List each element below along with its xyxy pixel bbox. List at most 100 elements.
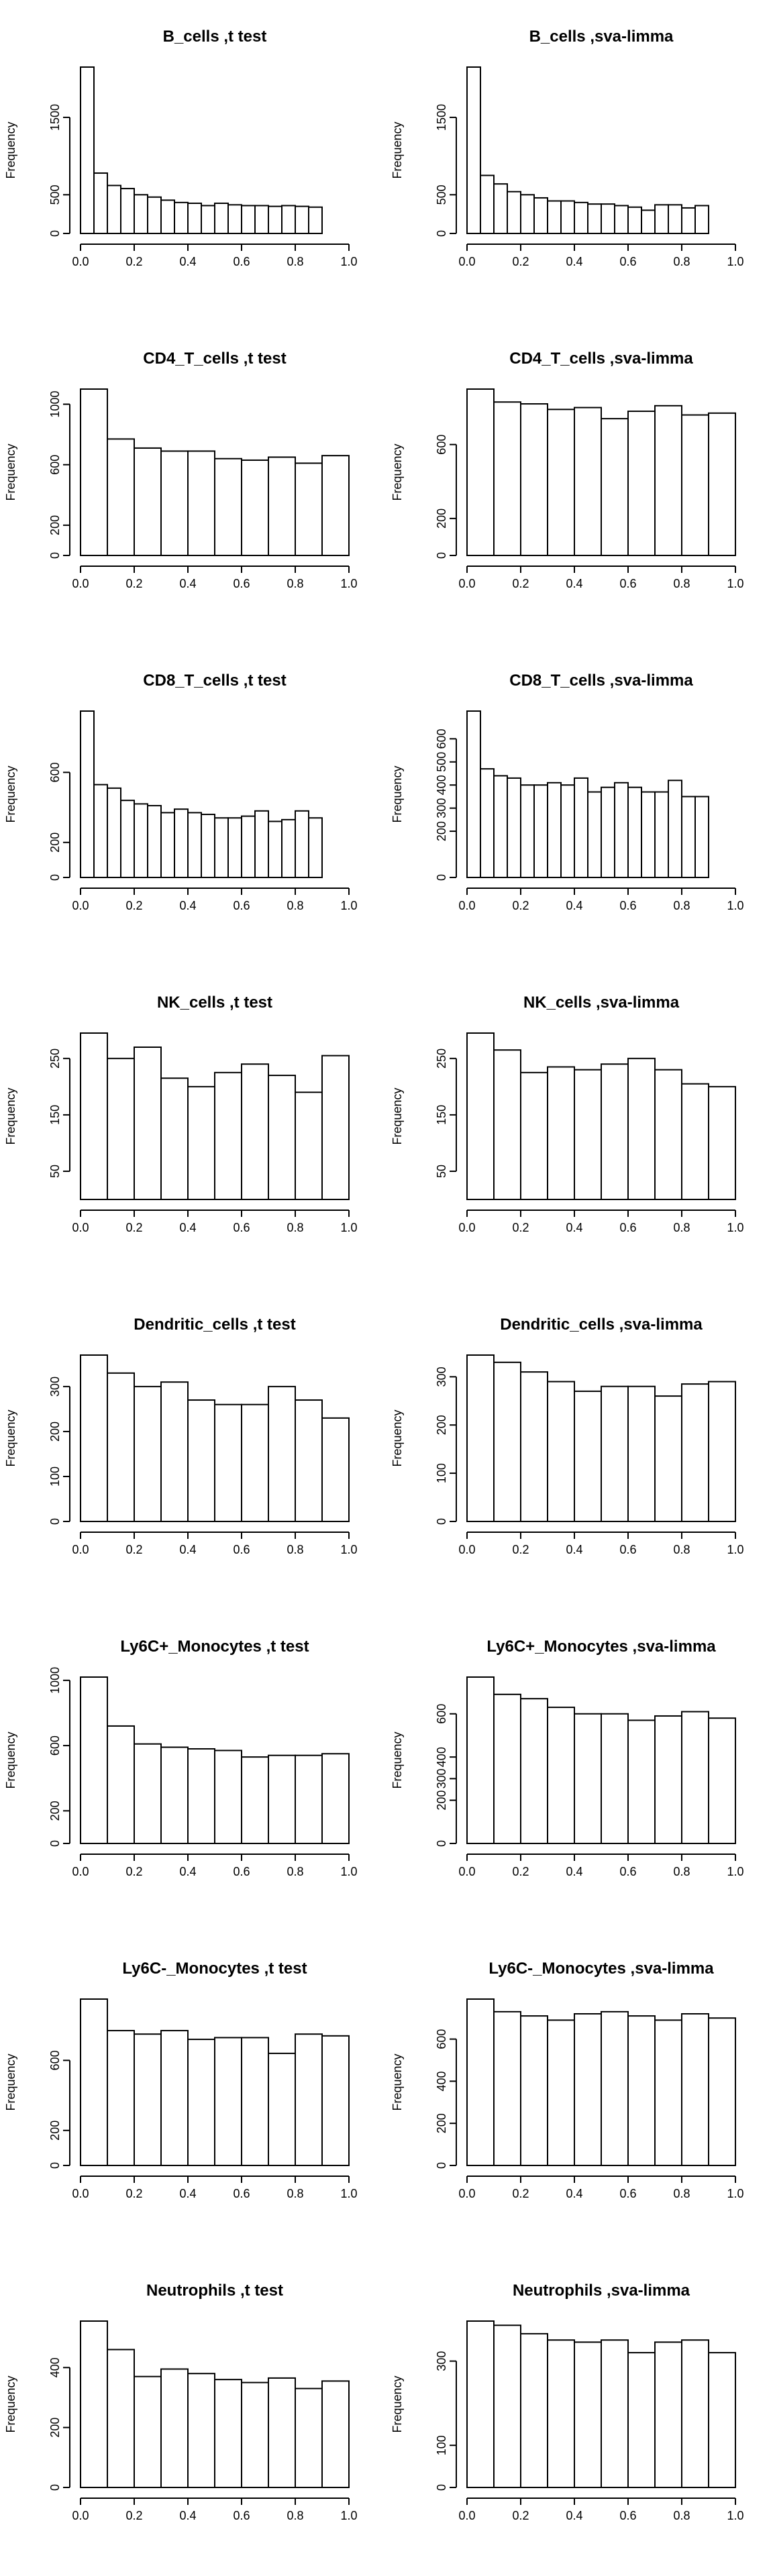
y-axis-label: Frequency (391, 443, 404, 500)
histogram-bar (520, 2015, 548, 2166)
x-tick-label: 0.6 (619, 1543, 636, 1556)
histogram-chart: Ly6C+_Monocytes ,sva-limma 0.0 0.2 0.4 0.6 0.… (386, 1610, 773, 1932)
y-tick-label: 1500 (435, 104, 448, 131)
y-tick-label: 100 (48, 1466, 62, 1487)
x-tick-label: 0.0 (72, 2187, 89, 2200)
x-tick-label: 1.0 (727, 1543, 743, 1556)
histogram-bar (281, 818, 296, 878)
histogram-bar (214, 2379, 242, 2488)
histogram-svg: CD8_T_cells ,t test 0.0 0.2 0.4 0.6 0.8 1.0 0 20… (4, 672, 358, 912)
y-tick-label: 0 (435, 1518, 448, 1525)
histogram-bar (574, 2012, 602, 2166)
y-tick-label: 500 (435, 184, 448, 205)
x-tick-label: 0.8 (673, 2509, 690, 2522)
histogram-chart: NK_cells ,t test 0.0 0.2 0.4 0.6 0.8 1.0 50 150 2… (0, 966, 386, 1288)
y-axis-label: Frequency (391, 121, 404, 178)
histogram-bar (547, 409, 575, 556)
histogram-bar (587, 203, 602, 235)
histogram-bar (93, 784, 108, 878)
y-tick-label: 600 (48, 762, 62, 782)
histogram-bar (614, 205, 629, 235)
histogram-bar (107, 438, 135, 556)
histogram-bar (560, 200, 575, 235)
histogram-bar (466, 1676, 495, 1844)
histogram-chart: B_cells ,sva-limma 0.0 0.2 0.4 0.6 0.8 1.0 0 500… (386, 0, 773, 322)
histogram-bar (227, 204, 242, 234)
histogram-bar (641, 791, 656, 878)
histogram-svg: NK_cells ,sva-limma 0.0 0.2 0.4 0.6 0.8 1.0 50 1… (391, 994, 744, 1234)
chart-title: Ly6C+_Monocytes ,sva-limma (486, 1638, 716, 1656)
histogram-bar (601, 1385, 629, 1522)
y-tick-label: 600 (435, 435, 448, 455)
y-tick-label: 600 (48, 2050, 62, 2070)
x-tick-label: 0.8 (673, 2187, 690, 2200)
histogram-bar (295, 2387, 323, 2488)
histogram-bar (107, 1372, 135, 1523)
histogram-bar (134, 1385, 162, 1522)
y-tick-label: 600 (435, 2029, 448, 2049)
histogram-bar (160, 2368, 189, 2488)
x-tick-label: 0.2 (512, 1221, 529, 1234)
y-tick-label: 500 (435, 752, 448, 772)
y-axis-label: Frequency (391, 2053, 404, 2110)
histogram-svg: CD8_T_cells ,sva-limma 0.0 0.2 0.4 0.6 0.8 1.0… (391, 672, 744, 912)
x-tick-label: 0.4 (179, 255, 196, 268)
chart-title: Dendritic_cells ,sva-limma (500, 1316, 703, 1334)
x-tick-label: 0.4 (566, 1543, 582, 1556)
x-tick-label: 0.2 (512, 255, 529, 268)
histogram-bar (268, 2052, 296, 2166)
y-tick-label: 400 (435, 1747, 448, 1767)
y-axis-label: Frequency (4, 121, 17, 178)
chart-title: CD8_T_cells ,t test (143, 672, 286, 690)
histogram-bar (187, 450, 215, 556)
y-axis-label: Frequency (4, 1087, 17, 1144)
y-axis-label: Frequency (391, 2375, 404, 2432)
histogram-bar (187, 1748, 215, 1844)
histogram-bar (601, 2339, 629, 2488)
y-tick-label: 50 (48, 1165, 62, 1178)
histogram-bar (107, 2029, 135, 2166)
x-tick-label: 1.0 (340, 1543, 357, 1556)
histogram-bar (601, 1063, 629, 1200)
histogram-bar (681, 2012, 709, 2166)
y-tick-label: 200 (48, 1421, 62, 1442)
histogram-bar (520, 1071, 548, 1200)
x-tick-label: 0.8 (673, 1543, 690, 1556)
y-tick-label: 0 (48, 2162, 62, 2169)
chart-title: Ly6C+_Monocytes ,t test (120, 1638, 309, 1656)
y-tick-label: 200 (435, 1790, 448, 1811)
histogram-bar (241, 2037, 269, 2166)
chart-title: Dendritic_cells ,t test (134, 1316, 295, 1334)
histogram-bar (321, 455, 350, 556)
histogram-bar (214, 2037, 242, 2166)
histogram-bar (601, 1713, 629, 1844)
histogram-bar (134, 194, 148, 235)
histogram-bar (520, 784, 535, 878)
y-tick-label: 100 (435, 2435, 448, 2455)
chart-title: CD8_T_cells ,sva-limma (509, 672, 693, 690)
histogram-bar (654, 791, 669, 878)
histogram-chart: CD4_T_cells ,t test 0.0 0.2 0.4 0.6 0.8 1.0 0 20… (0, 322, 386, 644)
x-tick-label: 0.2 (125, 1543, 142, 1556)
histogram-bar (627, 411, 656, 556)
histogram-svg: Neutrophils ,t test 0.0 0.2 0.4 0.6 0.8 1.0 0 20… (4, 2282, 358, 2522)
x-tick-label: 0.6 (619, 1865, 636, 1878)
y-axis-label: Frequency (4, 765, 17, 822)
histogram-bar (708, 412, 736, 556)
histogram-bar (654, 2019, 682, 2166)
y-tick-label: 250 (435, 1049, 448, 1069)
histogram-bar (187, 203, 202, 234)
x-tick-label: 1.0 (727, 1221, 743, 1234)
histogram-bar (560, 784, 575, 878)
chart-title: B_cells ,t test (163, 28, 267, 46)
chart-title: Ly6C-_Monocytes ,t test (122, 1960, 307, 1978)
chart-title: CD4_T_cells ,t test (143, 350, 286, 368)
histogram-bar (466, 710, 481, 878)
histogram-bar (214, 458, 242, 556)
x-tick-label: 0.4 (179, 1221, 196, 1234)
histogram-bar (254, 810, 269, 878)
histogram-bar (201, 205, 215, 235)
histogram-bar (241, 1403, 269, 1522)
histogram-bar (708, 2017, 736, 2166)
y-tick-label: 600 (435, 1704, 448, 1724)
